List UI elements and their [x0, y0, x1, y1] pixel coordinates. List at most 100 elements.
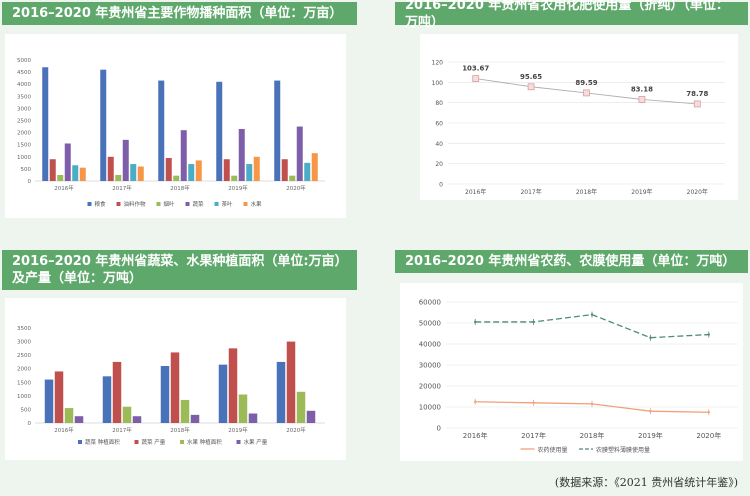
bar — [74, 416, 84, 423]
y-tick-label: 3500 — [17, 326, 31, 332]
bar — [238, 128, 245, 181]
y-tick-label: 20 — [435, 161, 443, 168]
x-tick-label: 2020年 — [696, 431, 721, 440]
x-tick-label: 2016年 — [54, 426, 74, 434]
pesticide-chart-title: 2016–2020 年贵州省农药、农膜使用量（单位：万吨） — [395, 250, 748, 273]
bar — [64, 143, 71, 181]
y-tick-label: 0 — [439, 182, 443, 189]
bar — [107, 156, 114, 181]
x-tick-label: 2019年 — [638, 431, 663, 440]
y-tick-label: 3000 — [17, 106, 31, 112]
x-tick-label: 2018年 — [170, 184, 190, 192]
bar — [231, 175, 238, 181]
legend-label: 水果 种植面积 — [187, 438, 222, 446]
y-tick-label: 4500 — [17, 70, 31, 76]
y-tick-label: 5000 — [17, 58, 31, 64]
legend-swatch — [134, 440, 139, 444]
bar — [216, 81, 223, 181]
legend-swatch — [180, 440, 184, 444]
y-tick-label: 3000 — [17, 340, 31, 346]
y-tick-label: 40000 — [419, 341, 441, 349]
x-tick-label: 2019年 — [228, 426, 248, 434]
bar — [306, 410, 316, 423]
y-tick-label: 0 — [28, 421, 32, 427]
data-point — [590, 313, 594, 316]
bar — [160, 366, 170, 423]
bar — [158, 80, 165, 181]
bar — [79, 167, 86, 181]
bar — [72, 165, 79, 181]
y-tick-label: 1000 — [17, 394, 31, 400]
y-tick-label: 40 — [435, 141, 443, 148]
bar — [286, 341, 296, 423]
data-point — [649, 410, 652, 413]
x-tick-label: 2019年 — [631, 188, 652, 196]
bar — [57, 174, 64, 181]
vegfruit-title-text: 2016–2020 年贵州省蔬菜、水果种植面积（单位:万亩）及产量（单位：万吨） — [12, 254, 342, 286]
crops-title-text: 2016–2020 年贵州省主要作物播种面积（单位：万亩） — [12, 6, 343, 21]
pesticide-line-chart: 0 10000 20000 30000 40000 50000 60000 2016年 2017… — [419, 299, 738, 454]
y-tick-label: 0 — [437, 425, 441, 433]
pesticide-title-text: 2016–2020 年贵州省农药、农膜使用量（单位：万吨） — [405, 254, 736, 269]
crops-chart-title: 2016–2020 年贵州省主要作物播种面积（单位：万亩） — [2, 2, 357, 25]
x-tick-label: 2017年 — [520, 188, 541, 196]
x-tick-label: 2016年 — [465, 188, 486, 196]
legend-label: 油料作物 — [124, 200, 147, 208]
x-tick-label: 2020年 — [687, 188, 708, 196]
bar — [223, 159, 230, 181]
bar — [246, 164, 253, 181]
fertilizer-chart-title: 2016–2020 年贵州省农用化肥使用量（折纯）（单位：万吨） — [395, 0, 748, 30]
data-point — [474, 320, 477, 324]
vegfruit-bar-chart: 0 500 1000 1500 2000 2500 3000 3500 2016年 2017年 20… — [17, 326, 325, 446]
y-tick-label: 2500 — [17, 353, 31, 359]
series-line — [475, 313, 709, 339]
y-tick-label: 60 — [435, 121, 443, 128]
legend-swatch — [78, 440, 82, 444]
bar — [102, 376, 112, 423]
bar — [100, 69, 107, 181]
bar — [296, 391, 306, 423]
bar — [49, 159, 56, 181]
y-tick-label: 2000 — [17, 367, 31, 373]
y-tick-label: 3500 — [17, 94, 31, 100]
data-label: 95.65 — [520, 73, 542, 81]
x-tick-label: 2017年 — [521, 431, 546, 440]
bar — [190, 414, 200, 423]
y-tick-label: 20000 — [419, 383, 441, 391]
x-tick-label: 2019年 — [228, 184, 248, 192]
x-tick-label: 2018年 — [580, 431, 605, 440]
legend-label: 水果 产量 — [244, 438, 268, 446]
x-tick-label: 2017年 — [112, 184, 132, 192]
bar — [311, 153, 318, 181]
x-tick-label: 2018年 — [576, 188, 597, 196]
legend-label: 农膜塑料薄膜使用量 — [596, 446, 650, 454]
source-note: (数据来源：《2021 贵州省统计年鉴》) — [554, 476, 738, 489]
bar — [274, 80, 281, 181]
legend-label: 蔬菜 产量 — [142, 438, 166, 446]
x-tick-label: 2020年 — [286, 184, 306, 192]
y-tick-label: 1000 — [17, 155, 31, 161]
y-tick-label: 2000 — [17, 131, 31, 137]
y-tick-label: 10000 — [419, 404, 441, 412]
bar — [276, 361, 286, 423]
y-tick-label: 80 — [435, 100, 443, 107]
y-tick-label: 1500 — [17, 143, 31, 149]
bar — [42, 67, 49, 181]
data-point — [638, 96, 646, 103]
bar — [238, 394, 248, 423]
data-point — [527, 83, 535, 91]
bar — [296, 126, 303, 181]
y-tick-label: 30000 — [419, 362, 441, 370]
data-label: 89.59 — [575, 79, 597, 87]
data-point — [707, 411, 710, 414]
crops-chart-panel: 0 500 1000 1500 2000 2500 3000 3500 4000 4500 5000… — [5, 34, 346, 218]
bar — [281, 159, 288, 181]
data-point — [707, 333, 710, 336]
bar — [248, 413, 258, 423]
x-tick-label: 2020年 — [286, 426, 306, 434]
data-point — [532, 320, 535, 324]
bar — [180, 130, 187, 181]
bar — [44, 379, 54, 423]
bar — [54, 371, 64, 423]
bar — [122, 139, 129, 181]
